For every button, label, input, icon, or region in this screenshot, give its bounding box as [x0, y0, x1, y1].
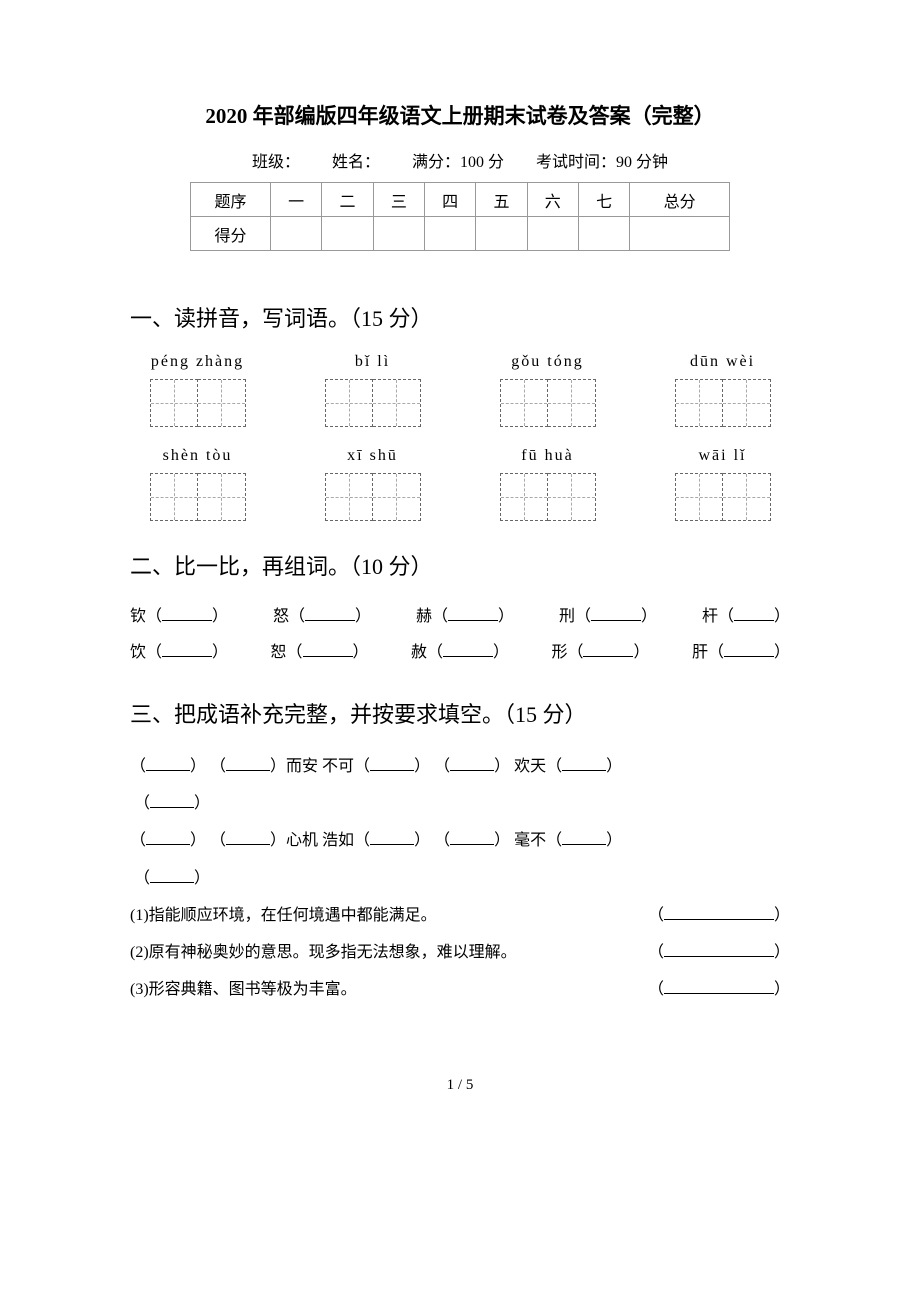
cell: [322, 217, 373, 251]
q2-item: 形（）: [551, 637, 649, 669]
q2-item: 怒（）: [273, 601, 371, 633]
q2-row: 钦（） 怒（） 赫（） 刑（） 杆（）: [130, 601, 790, 633]
q2-item: 钦（）: [130, 601, 228, 633]
pinyin-item: bǐ lì: [305, 353, 440, 427]
tianzige: [130, 473, 265, 521]
meaning-blank: （）: [648, 972, 790, 1007]
cell: [476, 217, 527, 251]
meaning-text: (2)原有神秘奥妙的意思。现多指无法想象，难以理解。: [130, 935, 517, 970]
tianzige: [130, 379, 265, 427]
q3-meaning: (1)指能顺应环境，在任何境遇中都能满足。 （）: [130, 898, 790, 933]
pinyin-label: gǒu tóng: [480, 353, 615, 371]
pinyin-item: fū huà: [480, 447, 615, 521]
pinyin-item: shèn tòu: [130, 447, 265, 521]
pinyin-item: wāi lǐ: [655, 447, 790, 521]
cell: [424, 217, 475, 251]
class-label: 班级：: [252, 154, 300, 171]
cell: 得分: [191, 217, 271, 251]
cell: 六: [527, 183, 578, 217]
cell: [578, 217, 629, 251]
cell: 二: [322, 183, 373, 217]
cell: [271, 217, 322, 251]
header-info: 班级： 姓名： 满分：100 分 考试时间：90 分钟: [130, 148, 790, 172]
q3-row: （） （）而安 不可（） （） 欢天（）: [130, 749, 790, 784]
cell: [373, 217, 424, 251]
q2-heading: 二、比一比，再组词。（10 分）: [130, 549, 790, 581]
q3-row: （）: [130, 861, 790, 896]
tianzige: [305, 379, 440, 427]
q2-item: 杆（）: [702, 601, 790, 633]
q2-item: 饮（）: [130, 637, 228, 669]
cell: 一: [271, 183, 322, 217]
q2-item: 赫（）: [416, 601, 514, 633]
cell: [527, 217, 578, 251]
meaning-blank: （）: [648, 935, 790, 970]
q3-row: （） （）心机 浩如（） （） 毫不（）: [130, 823, 790, 858]
page-footer: 1 / 5: [130, 1077, 790, 1094]
pinyin-item: gǒu tóng: [480, 353, 615, 427]
q2-item: 赦（）: [411, 637, 509, 669]
cell: 七: [578, 183, 629, 217]
pinyin-item: dūn wèi: [655, 353, 790, 427]
q3-meaning: (2)原有神秘奥妙的意思。现多指无法想象，难以理解。 （）: [130, 935, 790, 970]
cell: 三: [373, 183, 424, 217]
pinyin-grid: péng zhàng bǐ lì gǒu tóng dūn wèi shèn t…: [130, 353, 790, 521]
pinyin-label: wāi lǐ: [655, 447, 790, 465]
table-row: 题序 一 二 三 四 五 六 七 总分: [191, 183, 730, 217]
q2-body: 钦（） 怒（） 赫（） 刑（） 杆（） 饮（） 恕（） 赦（） 形（） 肝（）: [130, 601, 790, 669]
cell: 总分: [630, 183, 730, 217]
tianzige: [480, 473, 615, 521]
q2-item: 恕（）: [270, 637, 368, 669]
pinyin-item: péng zhàng: [130, 353, 265, 427]
q1-heading: 一、读拼音，写词语。（15 分）: [130, 301, 790, 333]
pinyin-label: dūn wèi: [655, 353, 790, 371]
tianzige: [655, 473, 790, 521]
cell: 四: [424, 183, 475, 217]
meaning-text: (3)形容典籍、图书等极为丰富。: [130, 972, 357, 1007]
meaning-blank: （）: [648, 898, 790, 933]
q3-meaning: (3)形容典籍、图书等极为丰富。 （）: [130, 972, 790, 1007]
pinyin-label: péng zhàng: [130, 353, 265, 371]
cell: 五: [476, 183, 527, 217]
tianzige: [305, 473, 440, 521]
q3-heading: 三、把成语补充完整，并按要求填空。（15 分）: [130, 697, 790, 729]
time-label: 考试时间：90 分钟: [536, 154, 668, 171]
page-title: 2020 年部编版四年级语文上册期末试卷及答案（完整）: [130, 100, 790, 130]
pinyin-label: bǐ lì: [305, 353, 440, 371]
cell: 题序: [191, 183, 271, 217]
q2-item: 肝（）: [692, 637, 790, 669]
pinyin-item: xī shū: [305, 447, 440, 521]
pinyin-label: shèn tòu: [130, 447, 265, 465]
q3-row: （）: [130, 786, 790, 821]
q2-item: 刑（）: [559, 601, 657, 633]
q2-row: 饮（） 恕（） 赦（） 形（） 肝（）: [130, 637, 790, 669]
meaning-text: (1)指能顺应环境，在任何境遇中都能满足。: [130, 898, 437, 933]
pinyin-label: fū huà: [480, 447, 615, 465]
tianzige: [480, 379, 615, 427]
pinyin-label: xī shū: [305, 447, 440, 465]
score-table: 题序 一 二 三 四 五 六 七 总分 得分: [190, 182, 730, 251]
q3-body: （） （）而安 不可（） （） 欢天（） （） （） （）心机 浩如（） （） …: [130, 749, 790, 1007]
name-label: 姓名：: [332, 154, 380, 171]
fullscore-label: 满分：100 分: [412, 154, 504, 171]
cell: [630, 217, 730, 251]
table-row: 得分: [191, 217, 730, 251]
tianzige: [655, 379, 790, 427]
